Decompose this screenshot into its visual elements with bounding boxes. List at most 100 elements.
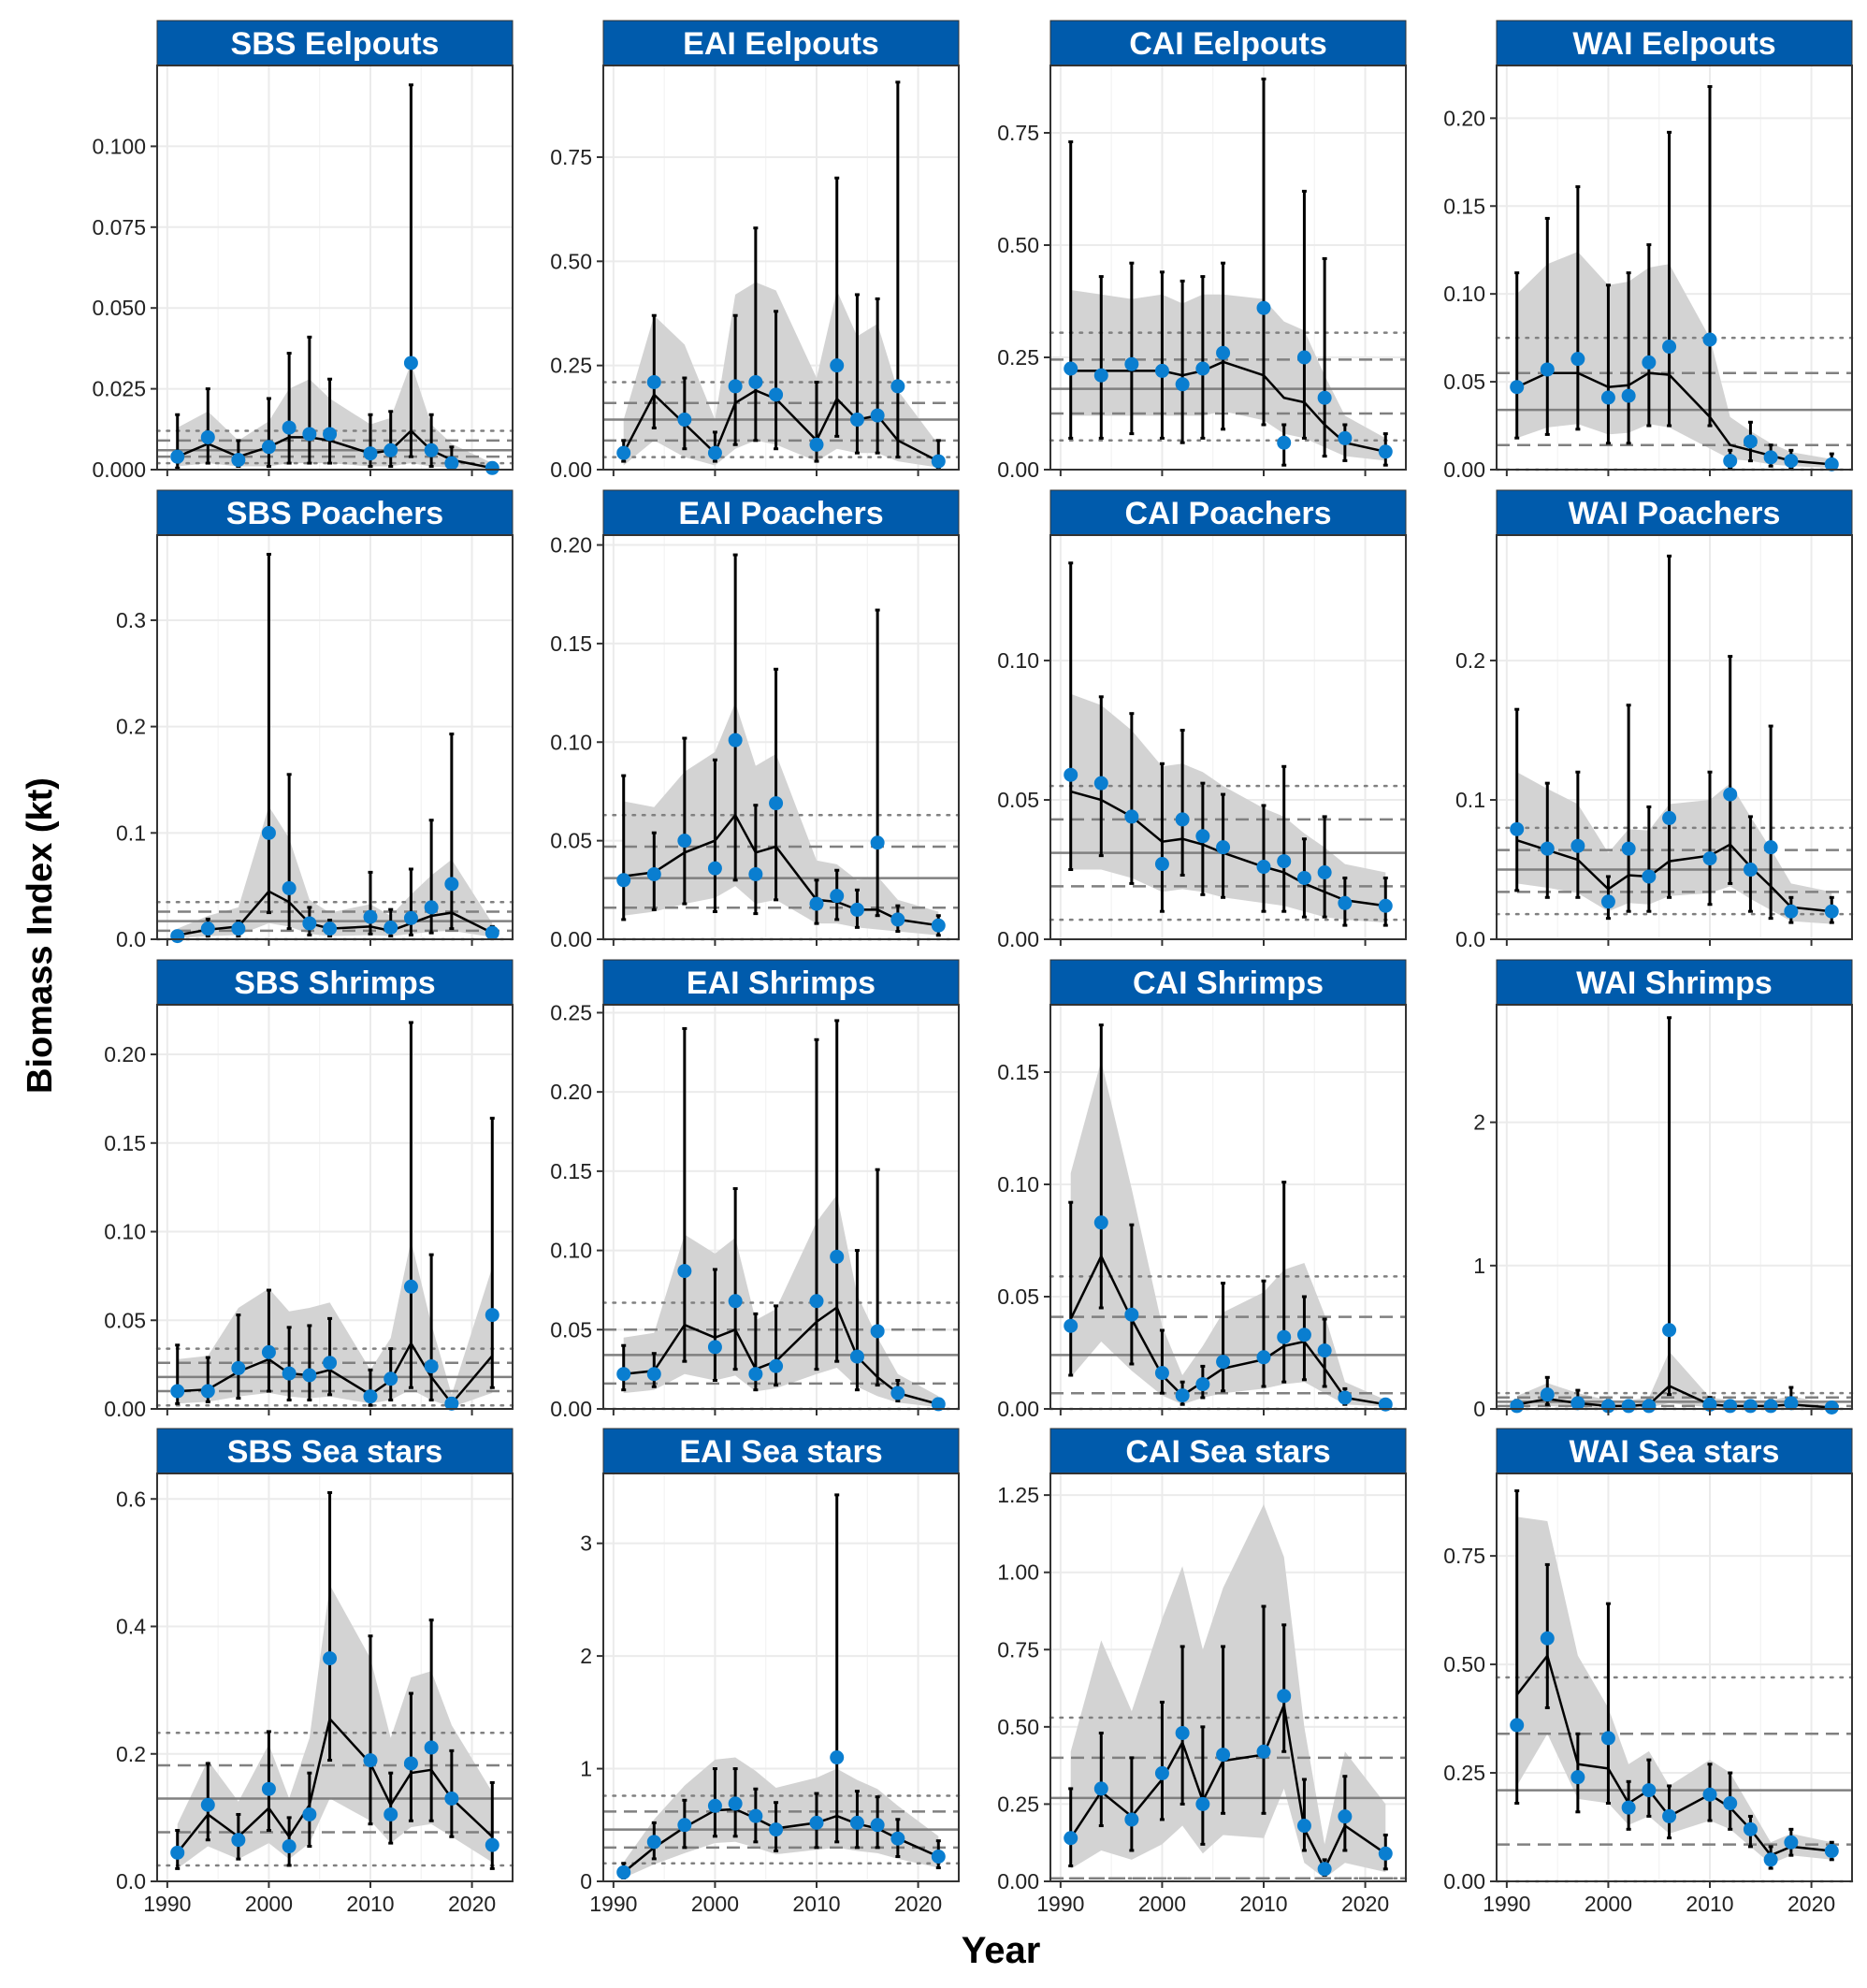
y-tick-label: 0.50 [1443,1652,1485,1676]
y-tick-label: 0.4 [116,1615,146,1639]
panel-border [1049,65,1407,471]
data-point [282,880,297,895]
data-point [1510,821,1525,836]
data-point [1600,390,1615,405]
data-point [1570,838,1585,853]
data-point [231,921,246,936]
panel-strip [1049,1428,1407,1474]
panel-10: CAI Shrimps 0.00 0.05 0.10 0.15 [997,959,1408,1421]
data-point [170,449,185,464]
data-point [1317,390,1332,405]
data-point [1216,1355,1231,1370]
y-tick-label: 2 [580,1644,592,1668]
data-point [200,1384,215,1399]
data-point [403,1756,418,1771]
panel-strip [602,489,960,536]
x-tick-label: 2000 [1585,1892,1632,1916]
data-point [1175,377,1190,392]
data-point [1338,1809,1353,1824]
panel-title: EAI Eelpouts [683,26,879,62]
y-tick-label: 0.2 [1455,648,1485,673]
y-tick-label: 0.75 [997,121,1039,145]
y-tick-label: 0.10 [997,648,1039,673]
data-point [830,1249,845,1264]
data-point [931,1850,946,1865]
data-point [1540,362,1555,377]
confidence-ribbon [1070,1061,1386,1407]
data-point [1723,1399,1738,1414]
data-point [302,427,317,442]
panel-border [602,534,960,940]
panel-border [156,1004,514,1410]
data-point [1216,345,1231,360]
panel-title: SBS Eelpouts [231,26,440,62]
x-tick-label: 1990 [589,1892,637,1916]
data-point [323,1356,338,1371]
y-tick-label: 0.25 [550,1000,592,1024]
data-point [384,443,398,457]
data-point [1378,898,1393,913]
y-tick-label: 0.05 [550,829,592,853]
y-tick-label: 0.00 [997,927,1039,951]
y-tick-label: 0.75 [997,1637,1039,1662]
data-point [1600,1731,1615,1746]
data-point [485,1308,499,1323]
data-point [890,1386,905,1400]
x-tick-label: 2010 [1686,1892,1733,1916]
y-tick-label: 0.25 [1443,1761,1485,1785]
y-tick-label: 0.75 [1443,1544,1485,1568]
y-tick-label: 0.00 [550,1397,592,1421]
data-point [485,1837,499,1852]
panel-2: CAI Eelpouts 0.00 0.25 0.50 0.75 [997,20,1408,482]
data-point [200,429,215,444]
y-tick-label: 0.10 [1443,282,1485,306]
data-point [1723,454,1738,469]
data-point [1064,767,1078,782]
panel-13: EAI Sea stars 0 1 2 3 1990 2000 2010 2020 [580,1428,961,1916]
data-point [1642,355,1657,370]
x-tick-label: 2020 [894,1892,942,1916]
y-tick-label: 0.10 [550,1239,592,1263]
panel-border [156,1473,514,1882]
data-point [769,1358,784,1373]
data-point [769,1822,784,1837]
panel-title: WAI Sea stars [1570,1434,1780,1470]
data-point [200,921,215,936]
panel-strip [156,20,514,66]
data-point [1296,870,1311,885]
data-point [384,920,398,935]
data-point [424,1740,439,1755]
panel-border [1049,1004,1407,1410]
data-point [1570,1770,1585,1785]
data-point [1824,1400,1839,1415]
data-point [363,909,378,924]
confidence-ribbon [1070,1504,1386,1879]
data-point [1175,1725,1190,1740]
x-tick-label: 1990 [1036,1892,1084,1916]
x-axis-title: Year [962,1930,1041,1971]
y-tick-label: 0.3 [116,608,146,632]
confidence-ribbon [177,363,493,470]
data-point [363,1753,378,1768]
data-point [1064,361,1078,376]
data-point [1540,1631,1555,1646]
data-point [809,437,824,452]
data-point [1723,1796,1738,1811]
x-tick-label: 2020 [1787,1892,1835,1916]
y-tick-label: 0.2 [116,1742,146,1766]
panel-title: CAI Poachers [1124,496,1331,531]
panel-border [1496,534,1853,940]
data-point [849,902,864,917]
data-point [282,420,297,435]
data-point [384,1371,398,1386]
data-point [231,453,246,468]
x-tick-label: 2010 [1239,1892,1287,1916]
data-point [1175,812,1190,827]
data-point [1296,350,1311,365]
panel-strip [1049,489,1407,536]
data-point [1784,1396,1799,1411]
data-point [1621,1399,1636,1414]
data-point [849,1815,864,1830]
data-point [1317,1343,1332,1358]
